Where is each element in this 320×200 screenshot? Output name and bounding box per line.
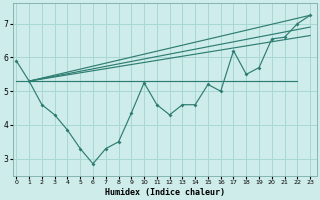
X-axis label: Humidex (Indice chaleur): Humidex (Indice chaleur)	[105, 188, 225, 197]
